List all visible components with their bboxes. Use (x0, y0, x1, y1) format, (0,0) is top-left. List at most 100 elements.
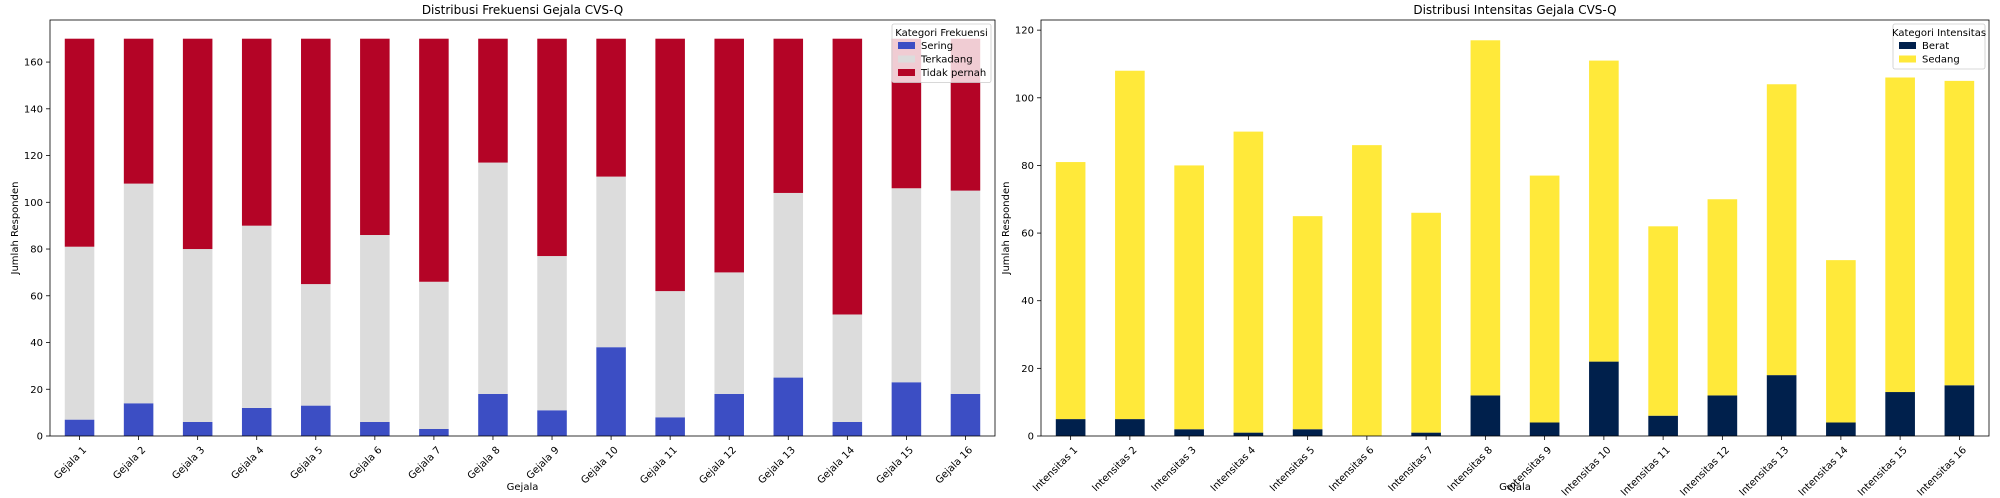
x-tick-label: Intensitas 7 (1387, 445, 1436, 494)
bar-berat-1 (1055, 419, 1086, 436)
bar-tidak-pernah-8 (478, 38, 508, 163)
legend: Kategori Intensitas Berat Sedang (1892, 23, 1986, 70)
x-tick-label: Gejala 12 (697, 445, 738, 486)
bar-sedang-9 (1529, 175, 1560, 423)
bar-sedang-15 (1885, 77, 1915, 393)
y-tick-label: 0 (37, 432, 43, 443)
bar-sering-2 (123, 403, 154, 436)
bar-sering-1 (64, 419, 95, 436)
bar-tidak-pernah-13 (773, 38, 804, 193)
x-tick-label: Gejala 4 (229, 445, 266, 482)
bar-sering-3 (182, 421, 213, 436)
x-axis-label: Gejala (1499, 482, 1531, 493)
axes-frame (1040, 19, 1990, 437)
chart-title: Distribusi Intensitas Gejala CVS-Q (1413, 3, 1616, 17)
bar-sedang-8 (1470, 40, 1501, 396)
x-axis-label: Gejala (507, 482, 539, 493)
bar-sering-15 (891, 382, 922, 436)
x-tick-label: Intensitas 10 (1560, 445, 1614, 498)
bar-berat-5 (1292, 429, 1323, 436)
bar-terkadang-4 (241, 225, 272, 408)
x-tick-label: Intensitas 2 (1090, 445, 1139, 494)
bar-sering-14 (832, 421, 863, 436)
bar-sering-12 (714, 393, 744, 436)
bar-berat-7 (1411, 432, 1441, 436)
bar-sering-5 (301, 405, 331, 436)
x-tick-label: Gejala 15 (875, 445, 916, 486)
y-tick-label: 0 (1028, 432, 1034, 443)
bar-sedang-1 (1055, 162, 1086, 420)
chart-title: Distribusi Frekuensi Gejala CVS-Q (422, 3, 623, 17)
bar-sering-9 (537, 410, 567, 436)
legend-label: Sedang (1922, 55, 1960, 66)
bar-sedang-7 (1411, 212, 1441, 433)
x-tick-label: Gejala 3 (170, 445, 207, 482)
bar-sering-16 (950, 393, 981, 436)
y-tick-label: 120 (24, 151, 43, 162)
legend-label: Terkadang (920, 55, 973, 66)
y-tick-label: 40 (1021, 296, 1034, 307)
legend-swatch-sedang (1899, 55, 1916, 63)
x-tick-label: Intensitas 3 (1150, 445, 1199, 494)
bar-sedang-2 (1115, 70, 1145, 420)
x-tick-label: Intensitas 12 (1678, 445, 1732, 498)
x-tick-label: Intensitas 14 (1797, 445, 1851, 498)
x-tick-label: Gejala 10 (579, 445, 620, 486)
bar-sedang-6 (1352, 145, 1382, 436)
bar-terkadang-7 (419, 281, 449, 429)
bar-tidak-pernah-1 (64, 38, 95, 247)
legend-title: Kategori Frekuensi (895, 28, 988, 39)
bar-tidak-pernah-14 (832, 38, 863, 315)
bar-berat-15 (1885, 392, 1915, 436)
bar-berat-14 (1826, 422, 1856, 436)
chart-2: Intensitas 1 Intensitas 2 Intensitas 3 Inte… (1001, 3, 1990, 498)
legend-box (891, 23, 992, 83)
y-tick-label: 100 (24, 198, 43, 209)
bar-terkadang-9 (537, 256, 567, 411)
legend-swatch-tidak-pernah (898, 69, 915, 76)
bar-berat-12 (1707, 395, 1738, 436)
x-tick-label: Gejala 13 (756, 445, 797, 486)
legend-swatch-sering (898, 42, 915, 49)
legend-label: Sering (921, 41, 953, 52)
y-tick-label: 20 (30, 385, 43, 396)
y-axis-label: Jumlah Responden (1001, 182, 1012, 276)
bar-sering-4 (241, 407, 272, 436)
bar-tidak-pernah-3 (182, 38, 213, 250)
x-tick-label: Gejala 14 (816, 445, 857, 486)
bar-terkadang-1 (64, 246, 95, 420)
bar-terkadang-8 (478, 162, 508, 394)
legend-label: Tidak pernah (920, 68, 986, 79)
bar-berat-3 (1174, 429, 1204, 436)
bar-tidak-pernah-5 (301, 38, 331, 285)
bar-tidak-pernah-9 (537, 38, 567, 257)
y-tick-label: 160 (24, 58, 43, 69)
y-tick-label: 80 (30, 245, 43, 256)
bar-sedang-3 (1174, 165, 1204, 430)
x-tick-label: Intensitas 16 (1915, 445, 1969, 498)
bar-sedang-4 (1233, 131, 1264, 433)
x-tick-label: Intensitas 1 (1031, 445, 1080, 494)
chart-1: Gejala 1 Gejala 2 Gejala 3 Gejala 4 Gejala 5… (10, 3, 996, 493)
x-tick-label: Gejala 8 (466, 445, 503, 482)
y-tick-label: 140 (24, 104, 43, 115)
x-tick-label: Gejala 5 (288, 445, 325, 482)
bar-sering-7 (419, 428, 449, 436)
y-tick-label: 60 (30, 291, 43, 302)
bar-sedang-5 (1292, 216, 1323, 430)
bar-tidak-pernah-10 (596, 38, 626, 177)
bar-terkadang-2 (123, 183, 154, 404)
bar-terkadang-10 (596, 176, 626, 348)
bar-sedang-14 (1826, 260, 1856, 423)
legend-swatch-berat (1899, 42, 1916, 49)
bar-berat-9 (1529, 422, 1560, 436)
bar-tidak-pernah-7 (419, 38, 449, 282)
axes-frame (49, 19, 996, 437)
bar-terkadang-16 (950, 190, 981, 394)
y-tick-label: 120 (1015, 26, 1034, 37)
legend-label: Berat (1922, 41, 1949, 52)
bar-terkadang-6 (360, 235, 390, 422)
bar-berat-13 (1766, 375, 1797, 436)
bar-tidak-pernah-12 (714, 38, 744, 273)
bar-tidak-pernah-6 (360, 38, 390, 236)
